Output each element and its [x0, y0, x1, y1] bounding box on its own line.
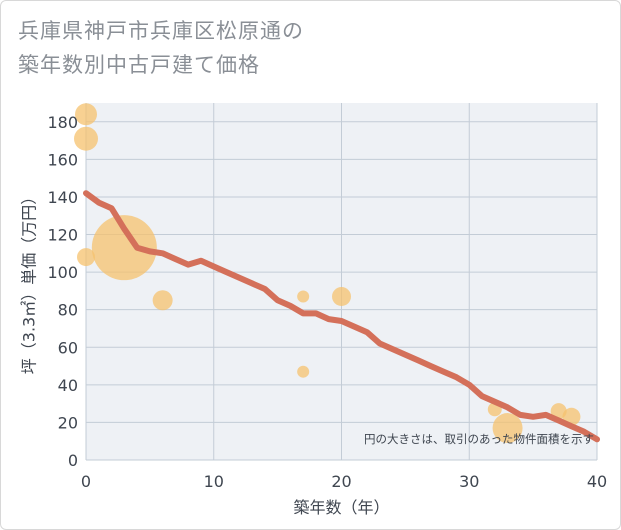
- data-bubble: [75, 103, 97, 126]
- data-bubble: [492, 413, 523, 444]
- y-tick-label: 180: [47, 113, 78, 132]
- data-bubble: [152, 290, 173, 311]
- chart-title: 兵庫県神戸市兵庫区松原通の 築年数別中古戸建て価格: [18, 14, 578, 82]
- x-tick-labels: 0 10 20 30 40: [81, 472, 607, 491]
- data-bubble: [77, 248, 95, 267]
- y-tick-label: 120: [47, 226, 78, 245]
- x-tick-label: 30: [459, 472, 479, 491]
- y-tick-label: 80: [58, 301, 78, 320]
- size-note: 円の大きさは、取引のあった物件面積を示す: [364, 432, 594, 446]
- chart-title-line-1: 兵庫県神戸市兵庫区松原通の: [18, 19, 304, 43]
- chart-title-line-2: 築年数別中古戸建て価格: [18, 53, 260, 77]
- x-tick-label: 20: [331, 472, 351, 491]
- data-bubble: [74, 126, 98, 151]
- y-axis-title: 坪（3.3㎡）単価（万円）: [20, 189, 39, 374]
- y-tick-label: 20: [58, 413, 78, 432]
- y-tick-label: 0: [68, 451, 78, 470]
- x-tick-label: 10: [204, 472, 224, 491]
- data-bubble: [297, 290, 310, 303]
- data-bubble: [297, 365, 310, 378]
- trend-line: [83, 190, 600, 443]
- y-tick-labels: 0 20 40 60 80 100 120 140 160 180: [47, 113, 78, 470]
- bubble-series: [74, 103, 581, 444]
- x-tick-label: 40: [587, 472, 607, 491]
- x-axis-title: 築年数（年）: [293, 498, 389, 517]
- x-tick-label: 0: [81, 472, 91, 491]
- data-bubble: [91, 215, 157, 281]
- data-bubble: [332, 287, 351, 307]
- y-tick-label: 40: [58, 376, 78, 395]
- y-tick-label: 160: [47, 150, 78, 169]
- y-tick-label: 60: [58, 338, 78, 357]
- y-tick-label: 100: [47, 263, 78, 282]
- y-tick-label: 140: [47, 188, 78, 207]
